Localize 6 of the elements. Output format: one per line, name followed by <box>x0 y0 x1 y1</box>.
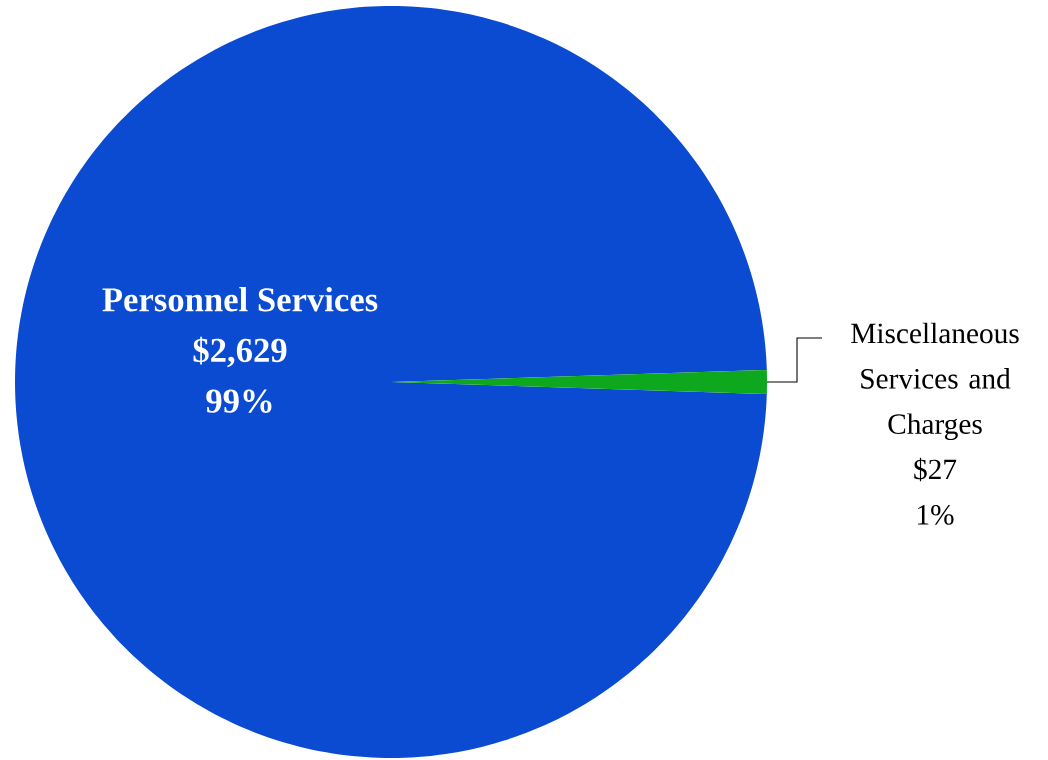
slice-label: Miscellaneous Services and Charges <box>851 322 1019 441</box>
data-label: $27 <box>914 457 957 482</box>
slice-label: Personnel Services <box>102 287 378 312</box>
data-label: $2,629 <box>193 336 287 368</box>
text: 1% <box>918 504 954 525</box>
text: 99% <box>206 389 272 413</box>
